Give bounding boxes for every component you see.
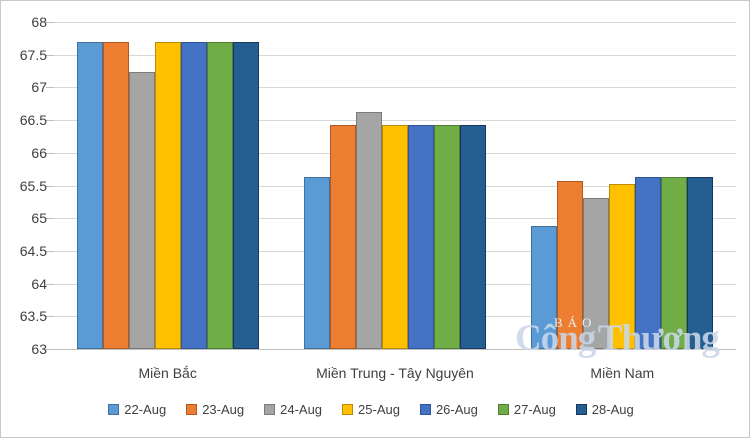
bar-23-Aug	[557, 180, 584, 349]
category-label: Miền Trung - Tây Nguyên	[316, 365, 474, 381]
legend-swatch-icon	[186, 404, 198, 415]
gridline	[54, 120, 736, 122]
y-axis-tick	[46, 120, 54, 122]
legend-label: 24-Aug	[280, 402, 323, 417]
legend-item-22-Aug: 22-Aug	[108, 403, 166, 416]
legend-label: 23-Aug	[202, 402, 245, 417]
chart-legend: 22-Aug 23-Aug 24-Aug 25-Aug 26-Aug 27-Aug 28-A…	[1, 403, 741, 416]
y-axis-tick	[46, 87, 54, 89]
legend-swatch-icon	[419, 404, 431, 415]
legend-swatch-icon	[575, 404, 587, 415]
legend-item-25-Aug: 25-Aug	[342, 403, 400, 416]
y-axis-label: 64	[31, 275, 47, 292]
y-axis-tick	[46, 349, 54, 350]
y-axis-tick	[46, 54, 54, 56]
bar-23-Aug	[102, 42, 129, 349]
legend-item-28-Aug: 28-Aug	[575, 402, 634, 417]
category-label: Miền Bắc	[138, 365, 197, 381]
y-axis-label: 64.5	[19, 242, 47, 259]
bar-26-Aug	[408, 124, 434, 349]
legend-swatch-icon	[342, 404, 354, 415]
legend-item-23-Aug: 23-Aug	[186, 403, 244, 416]
bar-27-Aug	[434, 124, 460, 349]
category-label: Miền Nam	[590, 365, 655, 381]
y-axis-tick	[46, 250, 54, 252]
y-axis-label: 65.5	[19, 177, 47, 194]
bar-24-Aug	[356, 111, 382, 349]
bar-24-Aug	[128, 72, 155, 349]
bar-27-Aug	[661, 177, 688, 349]
bar-26-Aug	[180, 42, 207, 349]
bar-24-Aug	[583, 197, 610, 349]
legend-swatch-icon	[497, 404, 509, 415]
y-axis-label: 65	[31, 210, 47, 227]
bar-28-Aug	[460, 124, 486, 349]
y-axis-tick	[46, 22, 54, 23]
legend-label: 25-Aug	[358, 402, 400, 417]
y-axis-label: 66	[31, 144, 47, 161]
legend-swatch-icon	[108, 404, 120, 415]
y-axis-tick	[46, 218, 54, 220]
bar-27-Aug	[206, 42, 233, 349]
gridline	[54, 54, 736, 56]
y-axis-label: 67	[31, 79, 47, 96]
legend-swatch-icon	[264, 404, 276, 415]
bar-25-Aug	[609, 184, 636, 349]
legend-item-27-Aug: 27-Aug	[497, 402, 556, 417]
bar-26-Aug	[635, 177, 662, 349]
y-axis-label: 63	[31, 341, 47, 357]
bar-25-Aug	[382, 124, 408, 349]
y-axis-tick	[46, 283, 54, 285]
y-axis-tick	[46, 316, 54, 318]
legend-label: 22-Aug	[124, 402, 167, 417]
bar-22-Aug	[531, 226, 558, 349]
gridline	[54, 22, 736, 23]
bar-22-Aug	[304, 177, 330, 349]
bar-28-Aug	[687, 177, 714, 349]
y-axis-tick	[46, 185, 54, 187]
bar-25-Aug	[154, 42, 181, 349]
legend-item-26-Aug: 26-Aug	[419, 402, 478, 417]
y-axis-label: 63.5	[19, 308, 47, 325]
y-axis-tick	[46, 152, 54, 154]
bar-22-Aug	[76, 42, 103, 349]
bar-28-Aug	[232, 42, 259, 349]
x-axis-line	[54, 349, 736, 350]
y-axis-label: 67.5	[19, 46, 47, 63]
bar-23-Aug	[330, 124, 356, 349]
legend-label: 28-Aug	[591, 402, 634, 417]
y-axis-label: 68	[31, 14, 47, 30]
legend-label: 26-Aug	[435, 402, 478, 417]
legend-item-24-Aug: 24-Aug	[264, 403, 322, 416]
y-axis-label: 66.5	[19, 112, 47, 129]
gridline	[54, 87, 736, 89]
legend-label: 27-Aug	[513, 402, 556, 417]
